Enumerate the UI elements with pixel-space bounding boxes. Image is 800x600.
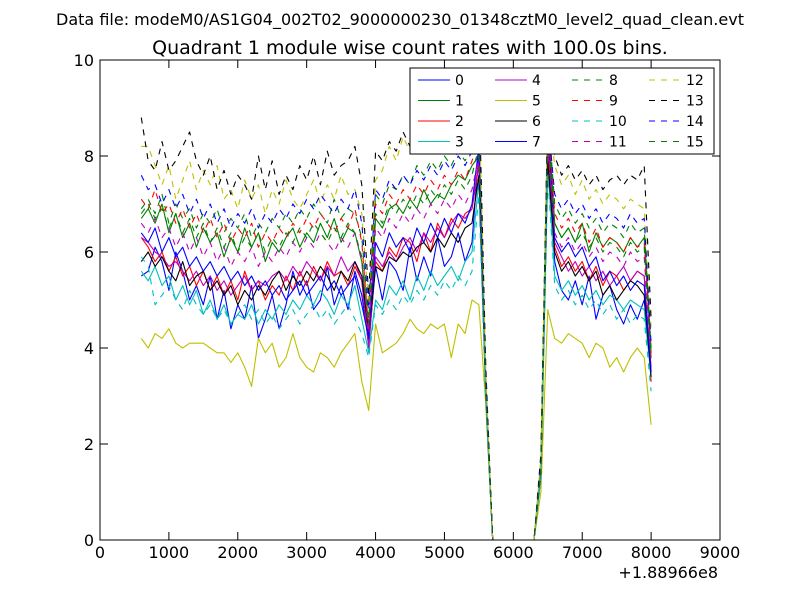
data-file-supertitle: Data file: modeM0/AS1G04_002T02_90000002… <box>56 10 744 30</box>
legend-label-4: 4 <box>532 73 541 89</box>
y-tick-label: 4 <box>84 339 94 358</box>
legend-label-1: 1 <box>455 94 464 110</box>
x-tick-label: 7000 <box>562 543 603 562</box>
series-line-12 <box>141 93 652 540</box>
y-tick-label: 8 <box>84 147 94 166</box>
chart-title: Quadrant 1 module wise count rates with … <box>152 37 668 59</box>
legend-label-5: 5 <box>532 94 541 110</box>
series-line-1 <box>140 112 652 540</box>
series-line-14 <box>140 117 652 540</box>
legend-label-2: 2 <box>455 114 464 130</box>
legend-label-13: 13 <box>686 94 704 110</box>
axis-ticks: 0 1000 2000 3000 4000 5000 6000 7000 8000 9000 0 2 4… <box>74 51 741 562</box>
y-tick-label: 2 <box>84 435 94 454</box>
x-tick-label: 4000 <box>355 543 396 562</box>
y-tick-label: 6 <box>84 243 94 262</box>
y-tick-label: 0 <box>84 531 94 550</box>
series-line-10 <box>140 174 652 540</box>
series-layer <box>140 83 652 540</box>
series-line-2 <box>140 145 652 540</box>
legend-label-11: 11 <box>609 135 627 151</box>
x-tick-label: 3000 <box>286 543 327 562</box>
legend-label-0: 0 <box>455 73 464 89</box>
x-tick-label: 0 <box>95 543 105 562</box>
y-tick-label: 10 <box>74 51 94 70</box>
x-tick-label: 9000 <box>700 543 741 562</box>
legend-label-8: 8 <box>609 73 618 89</box>
series-line-3 <box>140 165 652 540</box>
x-tick-label: 8000 <box>631 543 672 562</box>
series-line-9 <box>140 117 652 540</box>
series-line-8 <box>140 107 652 540</box>
legend-label-12: 12 <box>686 73 704 89</box>
legend-label-9: 9 <box>609 94 618 110</box>
series-line-11 <box>140 131 652 540</box>
x-tick-label: 5000 <box>424 543 465 562</box>
x-axis-offset-label: +1.88966e8 <box>618 563 718 582</box>
legend-label-6: 6 <box>532 114 541 130</box>
x-tick-label: 6000 <box>493 543 534 562</box>
legend-label-3: 3 <box>455 135 464 151</box>
legend-label-7: 7 <box>532 135 541 151</box>
series-line-0 <box>140 126 652 540</box>
legend-label-14: 14 <box>686 114 704 130</box>
series-line-13 <box>140 83 652 540</box>
legend-label-10: 10 <box>609 114 627 130</box>
legend-box <box>409 67 715 155</box>
x-tick-label: 1000 <box>149 543 190 562</box>
series-line-6 <box>140 160 652 540</box>
series-line-7 <box>140 121 652 540</box>
plot-frame <box>99 59 721 541</box>
x-tick-label: 2000 <box>217 543 258 562</box>
legend-label-15: 15 <box>686 135 704 151</box>
series-line-5 <box>140 299 652 540</box>
series-line-15 <box>140 126 652 540</box>
